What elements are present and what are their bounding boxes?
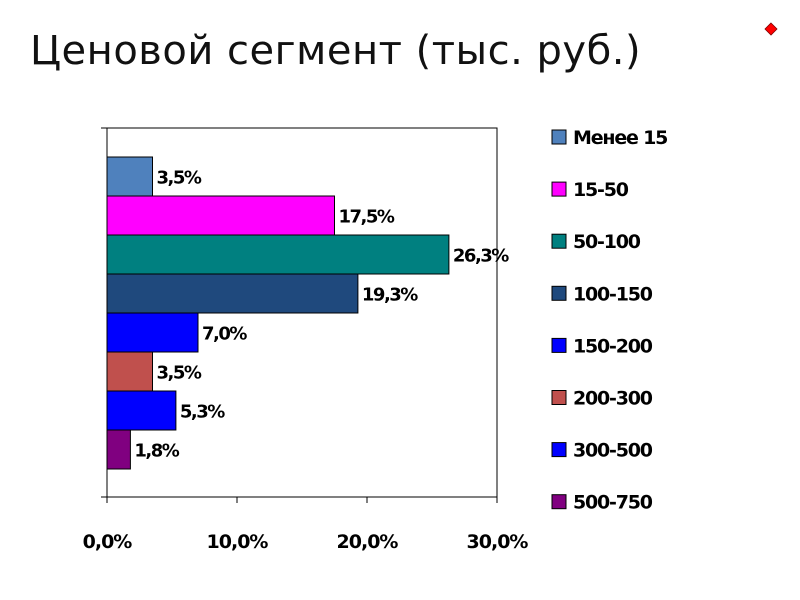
bar-5 (106, 312, 199, 353)
red-diamond-icon (764, 22, 778, 36)
bar-2 (106, 195, 335, 236)
x-tick-label: 30,0% (467, 531, 529, 553)
data-label-2: 17,5% (339, 207, 395, 228)
legend-swatch-4 (551, 285, 567, 301)
legend-label-8: 500-750 (573, 492, 653, 514)
bar-8 (106, 429, 131, 470)
data-label-4: 19,3% (362, 285, 418, 306)
x-axis: 0,0% 10,0% 20,0% 30,0% (83, 497, 529, 553)
legend-label-1: Менее 15 (573, 127, 667, 149)
data-label-1: 3,5% (157, 168, 202, 189)
legend-swatch-3 (551, 233, 567, 249)
chart-bars (106, 156, 450, 470)
legend-label-7: 300-500 (573, 440, 653, 462)
data-label-3: 26,3% (453, 246, 509, 267)
bar-1 (106, 156, 153, 197)
legend-swatch-1 (551, 129, 567, 145)
legend-label-4: 100-150 (573, 283, 653, 305)
legend-label-6: 200-300 (573, 388, 653, 410)
legend-swatch-5 (551, 337, 567, 353)
legend-swatch-7 (551, 442, 567, 458)
chart-legend: Менее 15 15-50 50-100 100-150 150-200 200-300… (551, 127, 668, 514)
bar-3 (106, 234, 450, 275)
data-label-7: 5,3% (180, 402, 225, 423)
x-tick-label: 10,0% (207, 531, 269, 553)
bar-7 (106, 390, 177, 431)
x-tick-label: 0,0% (83, 531, 133, 553)
page-title: Ценовой сегмент (тыс. руб.) (30, 28, 642, 74)
bar-4 (106, 273, 359, 314)
legend-swatch-2 (551, 181, 567, 197)
chart-data-labels: 3,5%17,5%26,3%19,3%7,0%3,5%5,3%1,8% (134, 168, 510, 462)
data-label-6: 3,5% (157, 363, 202, 384)
data-label-5: 7,0% (202, 324, 247, 345)
legend-swatch-6 (551, 390, 567, 405)
bar-6 (106, 351, 153, 392)
x-tick-label: 20,0% (337, 531, 399, 553)
legend-label-2: 15-50 (573, 179, 629, 201)
legend-swatch-8 (551, 494, 567, 510)
data-label-8: 1,8% (134, 441, 179, 462)
legend-label-3: 50-100 (573, 231, 641, 253)
legend-label-5: 150-200 (573, 335, 653, 357)
